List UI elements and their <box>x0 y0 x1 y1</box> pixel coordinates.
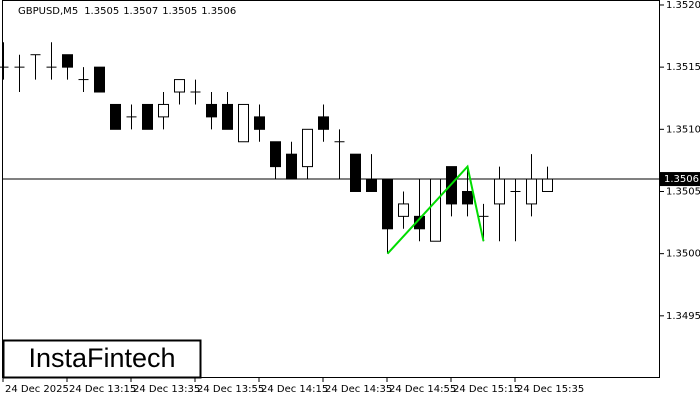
candle-body <box>110 103 121 130</box>
candle-body <box>542 178 553 192</box>
candle-body <box>238 103 249 143</box>
candle-body <box>462 190 473 205</box>
candle-body <box>158 103 169 118</box>
x-tick-label: 24 Dec 13:15 <box>69 384 136 395</box>
logo: InstaFintech <box>28 343 175 373</box>
candle-body <box>94 66 105 93</box>
x-tick-label: 24 Dec 2025 <box>5 384 69 395</box>
y-tick-label: 1.3510 <box>666 124 700 135</box>
candle-body <box>254 116 265 130</box>
candle-body <box>350 153 361 192</box>
last-open: 1.3505 <box>84 6 119 17</box>
candle-body <box>62 54 73 68</box>
candle-body <box>206 103 217 118</box>
y-tick-label: 1.3495 <box>666 311 700 322</box>
y-tick-label: 1.3505 <box>666 186 700 197</box>
candle-body <box>222 103 233 130</box>
price-label: 1.3506 <box>664 174 699 185</box>
candle-body <box>526 178 537 205</box>
candle-body <box>270 141 281 168</box>
x-tick-label: 24 Dec 14:35 <box>325 384 392 395</box>
pattern-line <box>386 164 485 255</box>
x-tick-label: 24 Dec 15:35 <box>517 384 584 395</box>
last-close: 1.3506 <box>201 6 236 17</box>
x-tick-label: 24 Dec 14:55 <box>389 384 456 395</box>
last-low: 1.3505 <box>162 6 197 17</box>
candle-body <box>286 153 297 180</box>
candles <box>0 42 553 254</box>
candle-body <box>318 116 329 130</box>
x-tick-label: 24 Dec 13:55 <box>197 384 264 395</box>
candle-body <box>142 103 153 130</box>
candle-body <box>494 178 505 205</box>
candle-body <box>398 203 409 217</box>
x-tick-label: 24 Dec 15:15 <box>453 384 520 395</box>
candle-body <box>382 178 393 230</box>
x-tick-label: 24 Dec 14:15 <box>261 384 328 395</box>
logo-box <box>2 339 202 379</box>
y-tick-label: 1.3520 <box>666 0 700 11</box>
candle-body <box>366 178 377 192</box>
symbol: GBPUSD,M5 <box>18 6 78 17</box>
chart-header: GBPUSD,M5 1.3505 1.3507 1.3505 1.3506 <box>18 6 236 17</box>
candle-body <box>174 79 185 93</box>
candle-body <box>302 128 313 168</box>
candle-body <box>414 215 425 230</box>
price-label-box <box>660 172 700 187</box>
candle-body <box>430 178 441 242</box>
y-tick-label: 1.3515 <box>666 62 700 73</box>
x-tick-label: 24 Dec 13:35 <box>133 384 200 395</box>
plot-frame <box>2 0 660 378</box>
last-high: 1.3507 <box>123 6 158 17</box>
y-tick-label: 1.3500 <box>666 249 700 260</box>
